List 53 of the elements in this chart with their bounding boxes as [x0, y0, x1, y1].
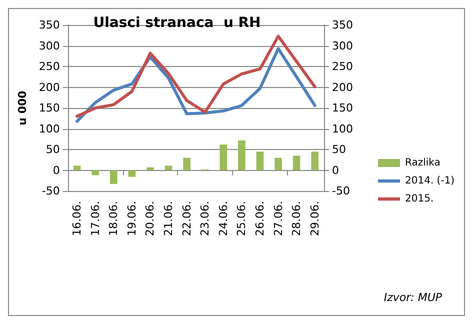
- y-tick-label: 50: [46, 143, 60, 156]
- line-series: [76, 34, 316, 118]
- y2-tick-label: 250: [332, 60, 353, 73]
- bar: [274, 158, 282, 170]
- x-tick-label: 28.06.: [290, 201, 304, 236]
- x-tick-label: 22.06.: [180, 201, 194, 236]
- x-tick-label: 18.06.: [107, 201, 120, 236]
- y2-tick-label: 150: [332, 102, 353, 114]
- y2-tick-label: 350: [332, 18, 353, 32]
- x-tick-label: 23.06.: [198, 201, 212, 236]
- bar: [128, 170, 136, 177]
- text: Izvor: MUP: [384, 291, 442, 304]
- y2-tick-label: 0: [332, 164, 339, 177]
- bar: [73, 166, 81, 170]
- y-tick-label: 350: [38, 18, 60, 32]
- y2-tick-label: 50: [332, 143, 346, 156]
- x-tick-label: 20.06.: [144, 201, 157, 236]
- x-tick-label: 25.06.: [235, 201, 248, 236]
- y2-tick-label: -50: [332, 184, 350, 198]
- legend-label: Razlika: [405, 158, 440, 168]
- chart-title: Ulasci stranaca u RH: [93, 15, 261, 31]
- y2-tick-label: 100: [332, 122, 353, 136]
- legend-label: 2014. (-1): [405, 176, 455, 186]
- bar: [220, 144, 228, 170]
- y-tick-label: 300: [38, 39, 60, 52]
- bar: [256, 152, 264, 170]
- x-tick-label: 26.06.: [253, 201, 266, 236]
- x-tick-label: 17.06.: [88, 201, 102, 236]
- y2-tick-label: 300: [332, 39, 353, 52]
- bar: [164, 166, 172, 170]
- y2-tick-label: 200: [332, 80, 353, 94]
- y-axis-title: u 000: [16, 90, 29, 126]
- x-tick-label: 27.06.: [272, 201, 285, 236]
- y-tick-label: 150: [38, 102, 60, 114]
- bar: [311, 152, 319, 170]
- legend-label: 2015.: [405, 194, 434, 204]
- bar: [110, 170, 118, 184]
- bar: [238, 140, 246, 170]
- bar: [92, 170, 99, 176]
- line-series: [76, 47, 316, 123]
- x-tick-label: 19.06.: [125, 201, 138, 236]
- y-tick-label: 0: [52, 164, 60, 177]
- x-tick-label: 16.06.: [70, 201, 84, 236]
- bar: [146, 167, 154, 170]
- bar: [292, 156, 300, 170]
- x-tick-label: 29.06.: [308, 201, 322, 236]
- x-tick-label: 21.06.: [162, 201, 176, 236]
- y-tick-label: 100: [38, 122, 60, 136]
- y-tick-label: 200: [38, 80, 60, 94]
- bar: [183, 158, 190, 170]
- y-tick-label: -50: [42, 184, 60, 198]
- x-tick-label: 24.06.: [216, 201, 230, 236]
- y-tick-label: 250: [38, 60, 60, 73]
